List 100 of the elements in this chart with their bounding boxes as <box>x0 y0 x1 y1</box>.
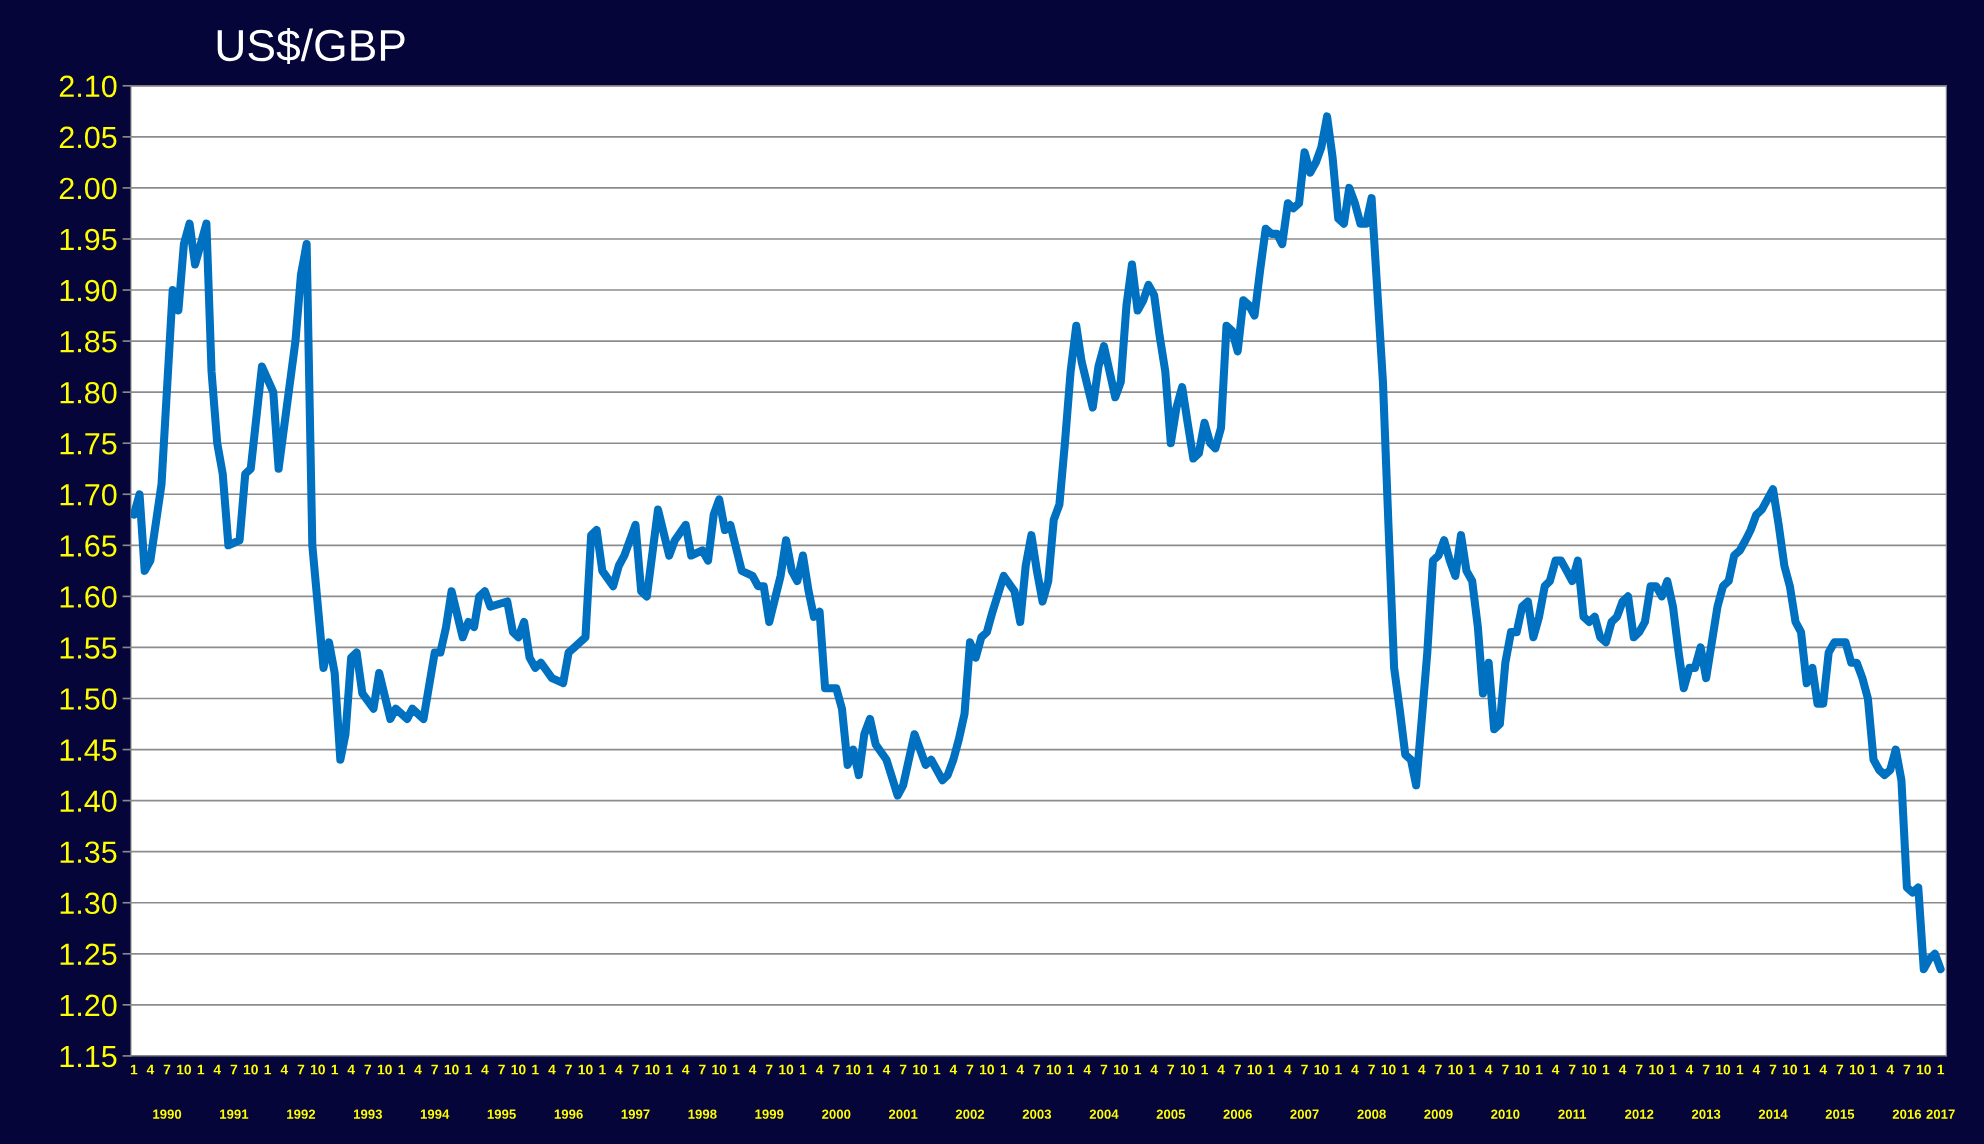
y-tick-label: 1.40 <box>60 790 117 812</box>
chart-title: US$/GBP <box>217 27 405 64</box>
x-tick-label: 10 <box>1916 1064 1931 1075</box>
x-tick-label: 1 <box>933 1064 941 1075</box>
x-tick-label: 7 <box>297 1064 305 1075</box>
x-tick-label: 1 <box>1736 1064 1744 1075</box>
x-tick-label: 7 <box>1903 1064 1911 1075</box>
x2-tick-label: 2010 <box>1491 1109 1520 1119</box>
x-tick-label: 1 <box>1134 1064 1142 1075</box>
y-tick-label: 1.45 <box>60 739 117 761</box>
x-tick-label: 7 <box>364 1064 372 1075</box>
x2-tick-label: 1990 <box>153 1109 182 1119</box>
x2-tick-label: 2014 <box>1758 1109 1788 1119</box>
x2-tick-label: 2015 <box>1825 1109 1855 1119</box>
y-tick-label: 1.75 <box>60 433 117 455</box>
x2-tick-label: 2007 <box>1290 1109 1319 1119</box>
x-tick-label: 4 <box>1150 1064 1158 1075</box>
x-tick-label: 7 <box>1368 1064 1375 1075</box>
y-tick-label: 1.90 <box>60 279 117 302</box>
x-tick-label: 10 <box>1314 1064 1329 1075</box>
x2-tick-label: 2008 <box>1357 1109 1386 1119</box>
x-tick-label: 7 <box>899 1064 907 1075</box>
x-tick-label: 1 <box>1669 1064 1677 1075</box>
x-tick-label: 7 <box>632 1064 639 1075</box>
x-tick-label: 7 <box>1702 1064 1710 1075</box>
x2-tick-label: 2003 <box>1022 1109 1052 1119</box>
x-tick-label: 1 <box>666 1064 673 1075</box>
x-tick-label: 10 <box>779 1064 794 1075</box>
y-tick-label: 1.55 <box>60 637 117 659</box>
x-tick-label: 7 <box>1234 1064 1241 1075</box>
y-tick-label: 1.60 <box>60 586 117 608</box>
x2-tick-label: 2002 <box>955 1109 985 1119</box>
x2-tick-label: 1999 <box>755 1109 784 1119</box>
x-tick-label: 1 <box>532 1064 539 1075</box>
x2-tick-label: 1995 <box>487 1109 516 1119</box>
x-tick-label: 1 <box>331 1064 339 1075</box>
x-tick-label: 7 <box>565 1064 572 1075</box>
x-tick-label: 7 <box>1568 1064 1576 1075</box>
x-tick-label: 1 <box>398 1064 406 1075</box>
x-tick-label: 1 <box>1803 1064 1811 1075</box>
x-tick-label: 1 <box>799 1064 807 1075</box>
x-tick-label: 4 <box>615 1064 623 1075</box>
x-tick-label: 1 <box>1469 1064 1476 1075</box>
x-tick-label: 1 <box>1402 1064 1409 1075</box>
x-tick-label: 1 <box>1335 1064 1342 1075</box>
x-tick-label: 10 <box>578 1064 593 1075</box>
x-tick-label: 1 <box>867 1064 874 1075</box>
y-tick-label: 1.15 <box>60 1045 117 1068</box>
x-tick-label: 4 <box>1083 1064 1092 1075</box>
x-tick-label: 4 <box>414 1064 422 1075</box>
x-tick-label: 10 <box>1582 1064 1597 1075</box>
y-tick-label: 1.95 <box>60 228 117 251</box>
x-tick-label: 4 <box>1485 1064 1493 1075</box>
x-tick-label: 4 <box>1551 1064 1560 1075</box>
y-tick-label: 1.80 <box>60 381 117 404</box>
y-tick-label: 1.70 <box>60 484 117 506</box>
x2-tick-label: 2000 <box>822 1109 851 1119</box>
x2-tick-label: 2016 <box>1892 1109 1922 1119</box>
x-tick-label: 10 <box>1448 1064 1463 1075</box>
x-tick-label: 4 <box>1886 1064 1895 1075</box>
x-tick-label: 1 <box>1067 1064 1075 1075</box>
x-tick-label: 10 <box>310 1064 325 1075</box>
x-tick-label: 10 <box>1649 1064 1664 1075</box>
x-tick-label: 4 <box>1217 1064 1225 1075</box>
x2-tick-label: 2006 <box>1223 1109 1252 1119</box>
x-tick-label: 4 <box>280 1064 289 1075</box>
y-tick-label: 2.10 <box>59 75 117 98</box>
x-tick-label: 1 <box>1268 1064 1275 1075</box>
x-tick-label: 1 <box>1937 1064 1945 1075</box>
x-tick-label: 10 <box>1180 1064 1195 1075</box>
x-tick-label: 10 <box>1783 1064 1797 1075</box>
x-tick-label: 7 <box>699 1064 706 1075</box>
y-tick-label: 1.65 <box>60 535 117 557</box>
x-tick-label: 4 <box>949 1064 958 1075</box>
y-tick-label: 1.30 <box>60 892 117 915</box>
x2-tick-label: 2009 <box>1424 1109 1453 1119</box>
x-tick-label: 7 <box>1301 1064 1308 1075</box>
x2-tick-label: 2012 <box>1625 1109 1654 1119</box>
y-tick-label: 1.85 <box>60 330 117 353</box>
x-tick-label: 4 <box>1351 1064 1359 1075</box>
x-tick-label: 7 <box>163 1064 171 1075</box>
x-tick-label: 10 <box>712 1064 727 1075</box>
y-tick-label: 1.35 <box>60 841 117 864</box>
x-tick-label: 10 <box>243 1064 258 1075</box>
x-tick-label: 7 <box>1836 1064 1844 1075</box>
y-tick-label: 2.00 <box>59 177 117 200</box>
x-tick-label: 1 <box>733 1064 740 1075</box>
x-tick-label: 10 <box>1515 1064 1530 1075</box>
x-tick-label: 7 <box>431 1064 438 1075</box>
x-tick-label: 4 <box>213 1064 222 1075</box>
x-tick-label: 1 <box>264 1064 272 1075</box>
x-tick-label: 4 <box>1752 1064 1761 1075</box>
x-tick-label: 10 <box>846 1064 861 1075</box>
x-tick-label: 10 <box>1046 1064 1061 1075</box>
x-tick-label: 10 <box>377 1064 392 1075</box>
y-tick-label: 2.05 <box>59 126 117 149</box>
x-tick-label: 10 <box>980 1064 995 1075</box>
x2-tick-label: 2001 <box>888 1109 918 1119</box>
x-tick-label: 1 <box>197 1064 205 1075</box>
x2-tick-label: 2013 <box>1691 1109 1721 1119</box>
